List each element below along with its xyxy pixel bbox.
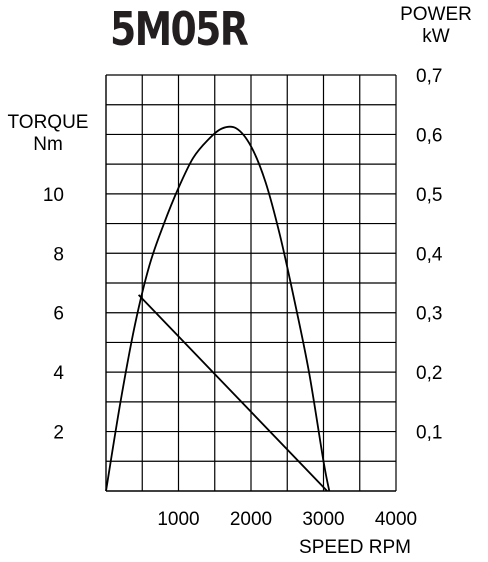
power-axis-unit: kW: [422, 26, 450, 47]
x-tick-label: 3000: [302, 509, 344, 530]
x-tick-label: 2000: [230, 509, 272, 530]
x-tick-label: 1000: [157, 509, 199, 530]
power-tick-label: 0,3: [416, 304, 442, 325]
torque-line: [137, 294, 328, 492]
torque-tick-label: 8: [53, 244, 64, 265]
torque-tick-label: 6: [53, 304, 64, 325]
x-tick-label: 4000: [375, 509, 417, 530]
power-tick-label: 0,2: [416, 363, 442, 384]
torque-tick-label: 4: [53, 363, 64, 384]
power-tick-label: 0,6: [416, 125, 442, 146]
speed-axis-title: SPEED RPM: [299, 537, 411, 558]
torque-tick-label: 2: [53, 423, 64, 444]
power-tick-label: 0,4: [416, 244, 443, 265]
torque-tick-label: 10: [43, 185, 64, 206]
torque-axis-unit: Nm: [33, 134, 63, 155]
power-axis-title: POWER kW: [386, 4, 486, 48]
power-tick-label: 0,1: [416, 423, 442, 444]
power-axis-label: POWER: [400, 4, 472, 25]
power-tick-label: 0,5: [416, 185, 442, 206]
torque-axis-title: TORQUE Nm: [0, 112, 96, 156]
chart-title: 5M05R: [110, 2, 249, 56]
power-tick-label: 0,7: [416, 66, 442, 87]
power-curve: [105, 125, 331, 492]
torque-axis-label: TORQUE: [7, 112, 89, 133]
